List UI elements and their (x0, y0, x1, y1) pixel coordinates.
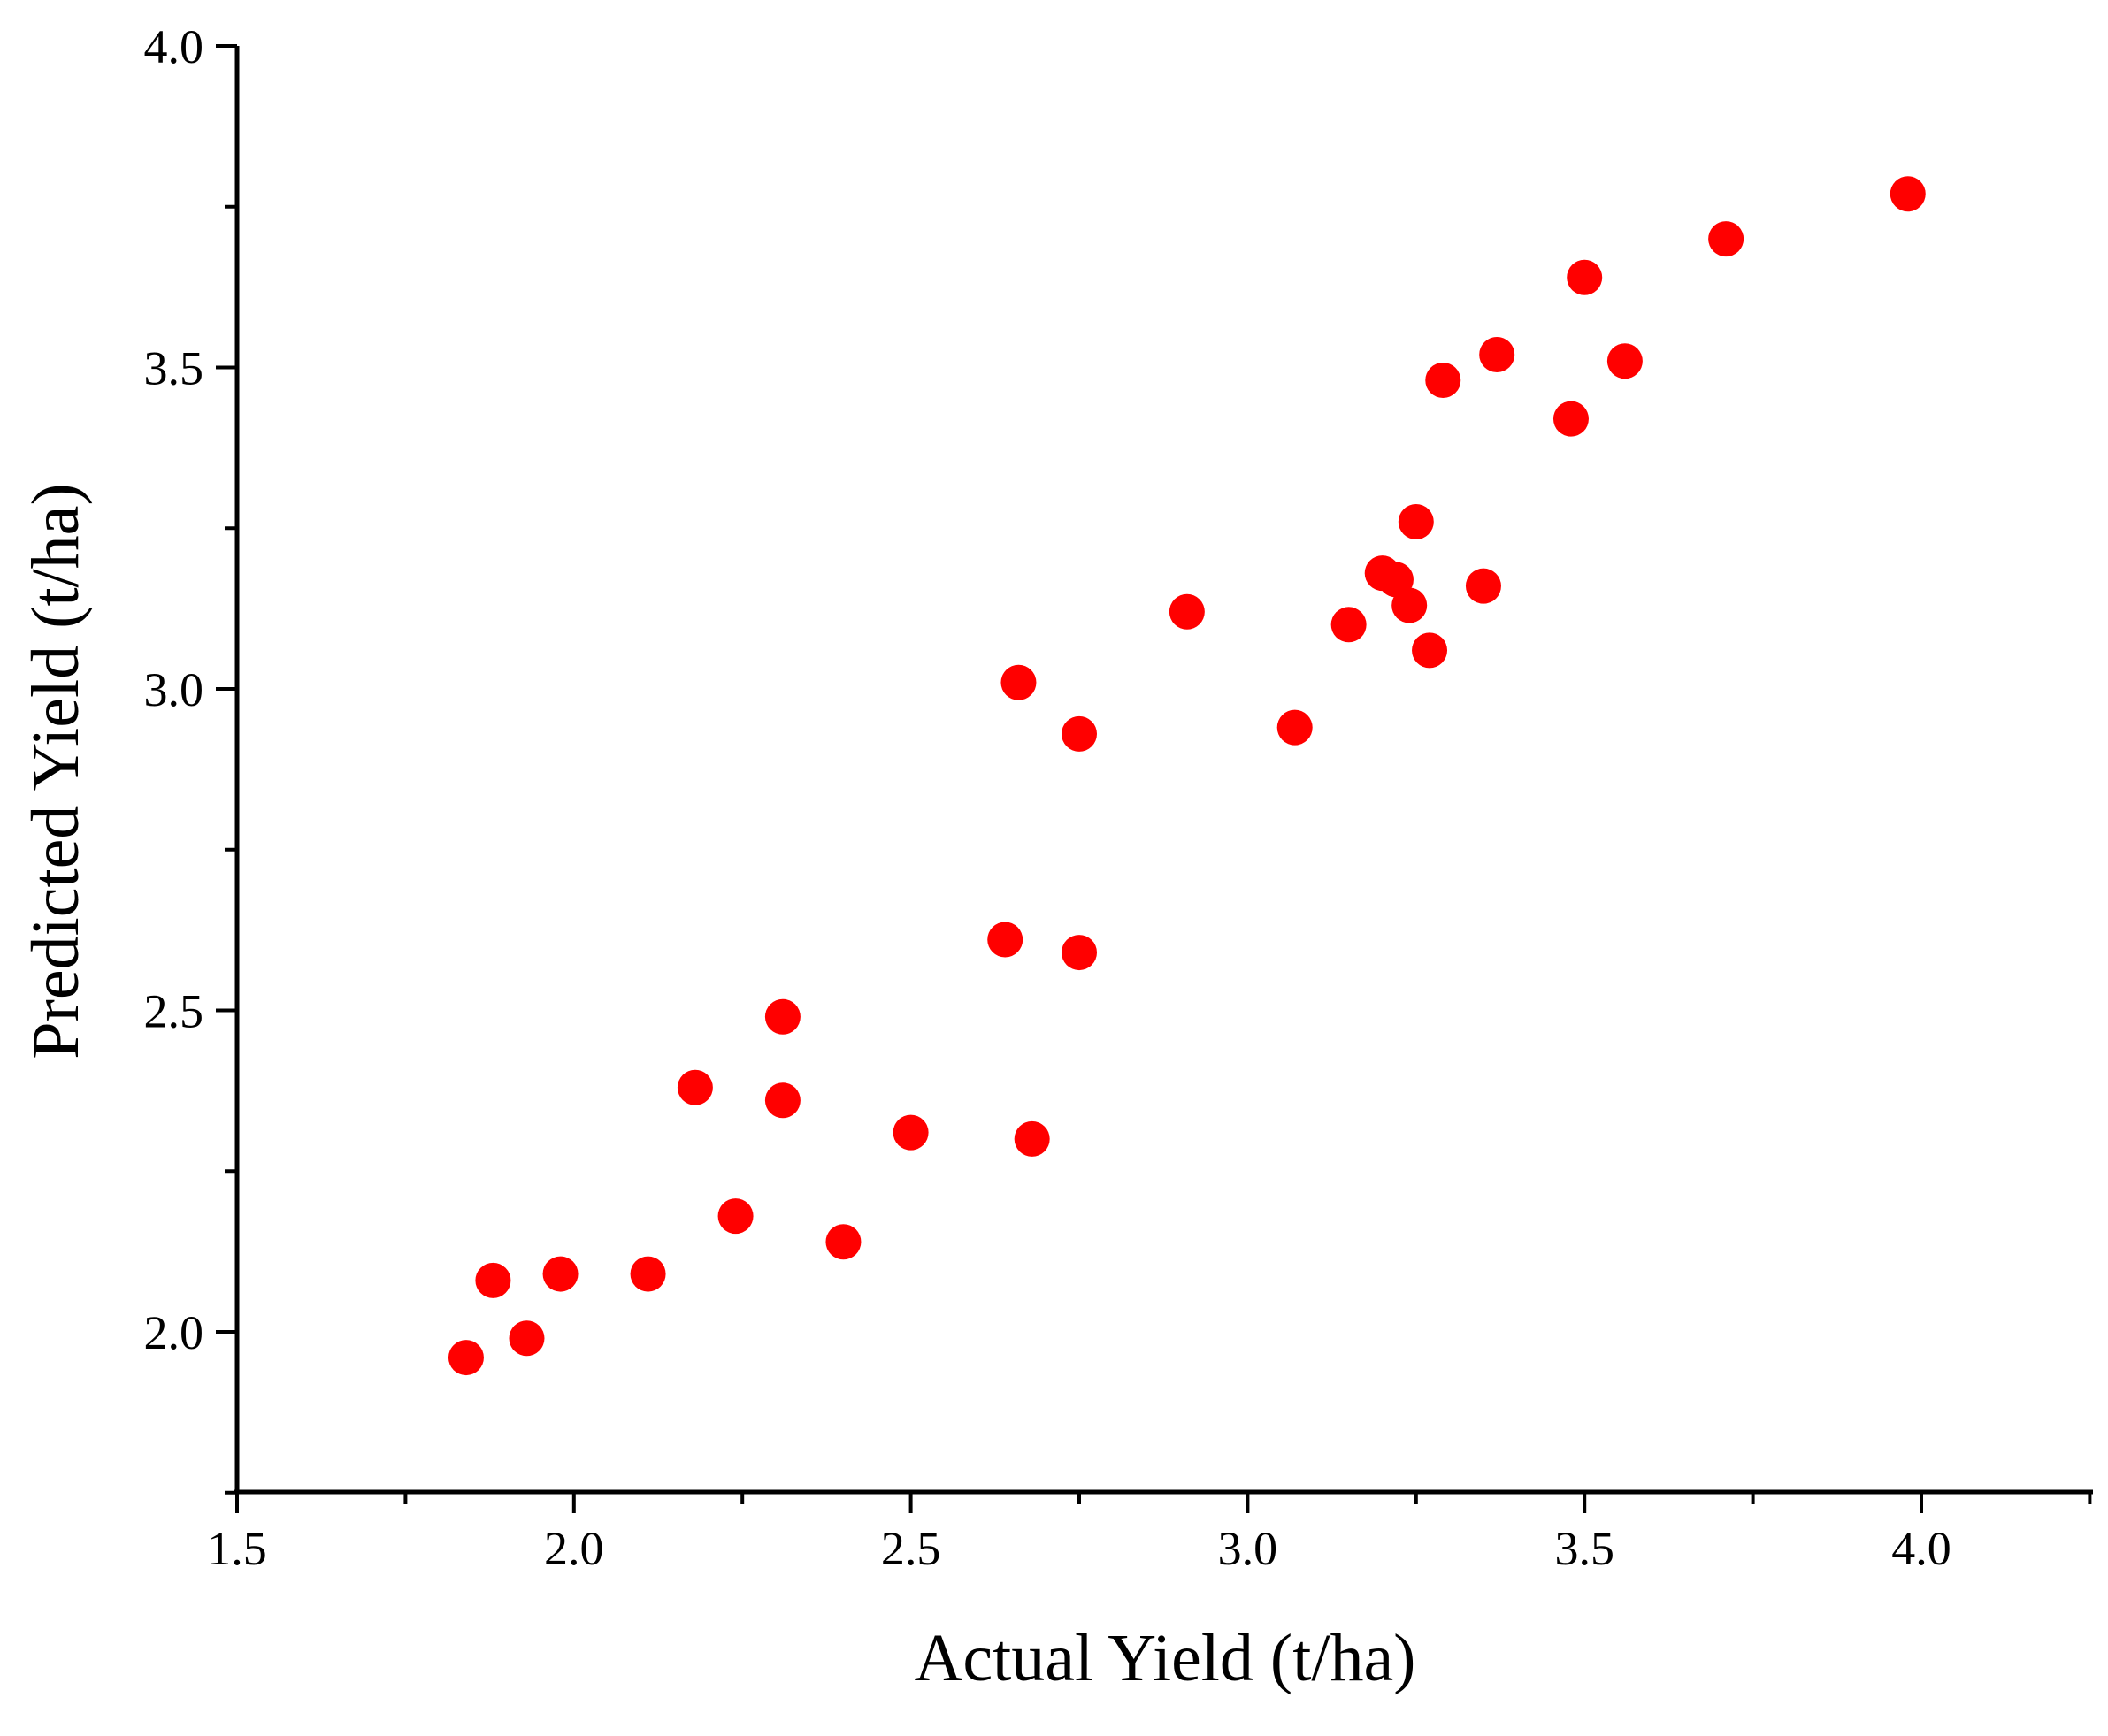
y-tick-label: 2.5 (144, 985, 204, 1038)
data-point (1567, 259, 1603, 295)
data-point (1425, 363, 1461, 399)
data-point (509, 1320, 545, 1357)
data-point (1398, 503, 1434, 539)
data-point (1552, 401, 1589, 437)
x-tick-label: 3.5 (1554, 1522, 1614, 1575)
data-point (1391, 587, 1428, 623)
data-point (764, 998, 801, 1035)
x-axis-title: Actual Yield (t/ha) (915, 1621, 1416, 1695)
data-point (1330, 607, 1367, 643)
x-tick-label: 2.5 (881, 1522, 941, 1575)
data-point (1062, 715, 1097, 752)
data-point (764, 1082, 801, 1119)
data-point (1708, 221, 1744, 257)
data-point (893, 1114, 929, 1151)
data-point (1000, 664, 1037, 700)
y-axis-title: Predicted Yield (t/ha) (19, 483, 93, 1059)
data-point (1276, 709, 1313, 746)
data-point (987, 922, 1023, 958)
data-point (1062, 935, 1097, 971)
data-point (717, 1198, 754, 1235)
data-point (448, 1340, 484, 1376)
y-tick-label: 2.0 (144, 1306, 204, 1359)
x-tick-label: 4.0 (1891, 1522, 1951, 1575)
x-tick-label: 1.5 (207, 1522, 267, 1575)
y-tick-label: 3.5 (144, 342, 204, 395)
data-point (1169, 593, 1205, 630)
data-point (1479, 336, 1515, 372)
data-point (1606, 343, 1643, 379)
tick-labels: 1.5 2.0 2.5 3.0 3.5 4.0 2.0 2.5 3.0 3.5 4.0 (144, 20, 1951, 1575)
data-point (1014, 1120, 1050, 1157)
data-point (475, 1262, 511, 1298)
data-point (630, 1256, 666, 1292)
y-tick-label: 4.0 (144, 20, 204, 73)
x-tick-label: 2.0 (544, 1522, 604, 1575)
data-point (1412, 632, 1448, 669)
data-point (542, 1256, 579, 1292)
y-tick-label: 3.0 (144, 663, 204, 716)
data-point (825, 1224, 862, 1260)
data-points (448, 176, 1926, 1376)
data-point (1465, 568, 1501, 604)
data-point (1890, 176, 1926, 212)
data-point (677, 1069, 713, 1105)
x-tick-label: 3.0 (1218, 1522, 1278, 1575)
